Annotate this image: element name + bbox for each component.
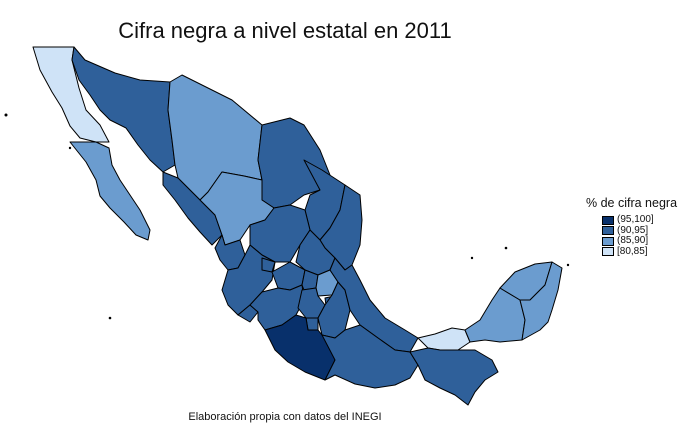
legend-label: (85,90] — [617, 235, 649, 247]
legend-swatch — [602, 247, 614, 257]
legend-item: (85,90] — [586, 236, 677, 247]
region-chiapas — [409, 347, 499, 406]
map-title: Cifra negra a nivel estatal en 2011 — [118, 18, 452, 43]
region-baja-california-sur — [69, 141, 151, 241]
legend-title: % de cifra negra — [586, 196, 678, 210]
legend-swatch — [602, 226, 614, 236]
legend-swatch — [602, 236, 614, 246]
region-sinaloa — [162, 171, 223, 246]
legend-label: (95,100] — [617, 214, 654, 226]
legend-label: [80,85] — [617, 245, 648, 257]
legend-item: (90,95] — [586, 224, 677, 237]
legend-item: (95,100] — [586, 215, 677, 226]
legend-label: (90,95] — [617, 224, 649, 236]
map-legend: % de cifra negra (95,100] (90,95] (85,90… — [586, 196, 677, 257]
legend-swatch — [602, 215, 614, 225]
region-tabasco — [417, 327, 471, 351]
region-quintana-roo — [519, 261, 563, 341]
region-oaxaca — [321, 324, 419, 389]
region-sonora — [71, 46, 176, 173]
legend-item: [80,85] — [586, 245, 677, 258]
source-caption: Elaboración propia con datos del INEGI — [188, 411, 382, 423]
